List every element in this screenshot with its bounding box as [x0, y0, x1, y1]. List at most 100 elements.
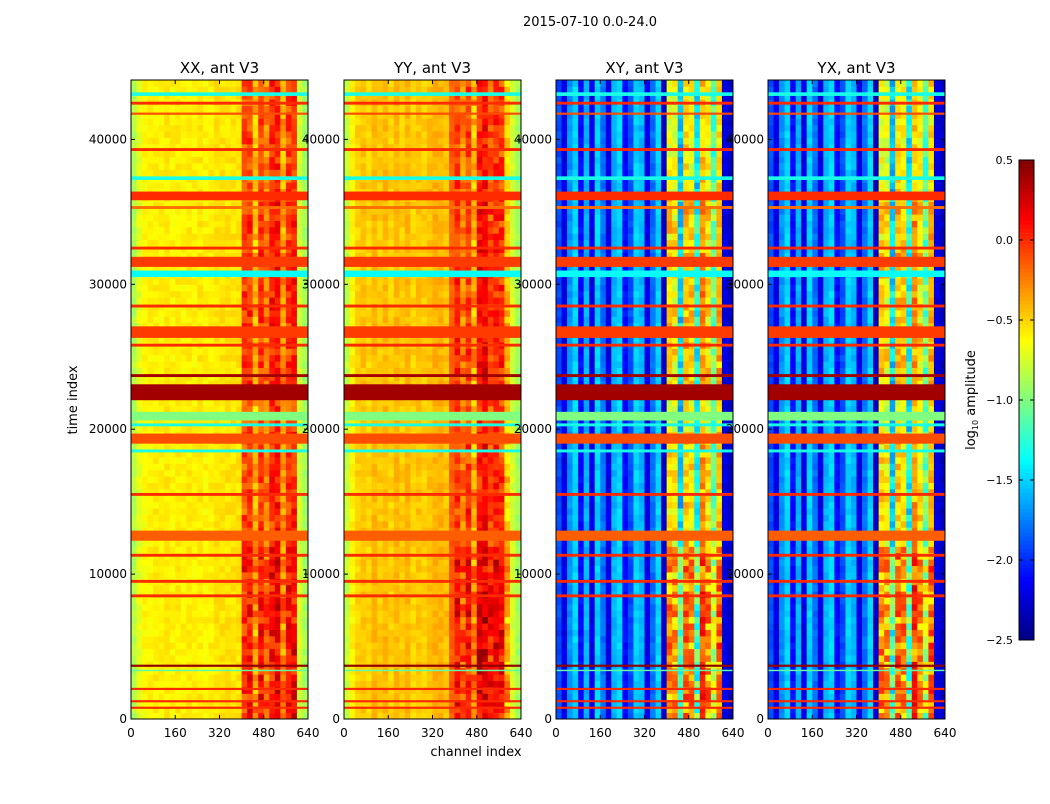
heatmap-cell [394, 636, 400, 643]
heatmap-cell [455, 681, 461, 688]
heatmap-cell [247, 585, 253, 592]
heatmap-cell [220, 681, 226, 688]
heatmap-cell [350, 630, 356, 637]
heatmap-cell [399, 559, 405, 566]
heatmap-cell [208, 649, 214, 656]
heatmap-cell [186, 125, 192, 132]
heatmap-cell [153, 630, 159, 637]
heatmap-cell [460, 483, 466, 490]
heatmap-cell [286, 681, 292, 688]
heatmap-cell [258, 227, 264, 234]
heatmap-cell [192, 649, 198, 656]
heatmap-cell [148, 221, 154, 228]
heatmap-cell [297, 355, 303, 362]
heatmap-cell [297, 636, 303, 643]
heatmap-cell [170, 508, 176, 515]
heatmap-cell [253, 150, 259, 157]
heatmap-cell [137, 316, 143, 323]
heatmap-cell [449, 668, 455, 675]
heatmap-cell [280, 559, 286, 566]
heatmap-cell [203, 681, 209, 688]
heatmap-cell [344, 559, 350, 566]
heatmap-cell [170, 233, 176, 240]
heatmap-cell [175, 233, 181, 240]
heatmap-cell [214, 604, 220, 611]
heatmap-cell [181, 182, 187, 189]
heatmap-cell [142, 470, 148, 477]
heatmap-cell [159, 457, 165, 464]
heatmap-cell [482, 521, 488, 528]
heatmap-cell [405, 463, 411, 470]
heatmap-cell [192, 610, 198, 617]
heatmap-cell [449, 457, 455, 464]
heatmap-cell [197, 476, 203, 483]
heatmap-cell [203, 540, 209, 547]
heatmap-cell [410, 515, 416, 522]
heatmap-cell [231, 125, 237, 132]
heatmap-cell [280, 476, 286, 483]
heatmap-cell [253, 240, 259, 247]
heatmap-cell [361, 521, 367, 528]
heatmap-cell [286, 169, 292, 176]
heatmap-cell [297, 169, 303, 176]
heatmap-cell [137, 470, 143, 477]
heatmap-cell [170, 483, 176, 490]
heatmap-cell [504, 713, 510, 720]
heatmap-cell [175, 150, 181, 157]
heatmap-cell [253, 169, 259, 176]
heatmap-cell [142, 297, 148, 304]
heatmap-cell [214, 316, 220, 323]
heatmap-cell [493, 457, 499, 464]
heatmap-cell [372, 559, 378, 566]
heatmap-cell [449, 470, 455, 477]
heatmap-cell [377, 470, 383, 477]
heatmap-cell [142, 495, 148, 502]
heatmap-cell [275, 604, 281, 611]
heatmap-cell [269, 361, 275, 368]
heatmap-cell [372, 598, 378, 605]
heatmap-cell [493, 636, 499, 643]
heatmap-cell [421, 508, 427, 515]
heatmap-cell [416, 483, 422, 490]
heatmap-cell [220, 131, 226, 138]
heatmap-cell [208, 713, 214, 720]
heatmap-cell [236, 610, 242, 617]
heatmap-cell [208, 233, 214, 240]
heatmap-cell [159, 668, 165, 675]
heatmap-cell [131, 457, 137, 464]
heatmap-cell [504, 598, 510, 605]
heatmap-cell [236, 546, 242, 553]
heatmap-cell [142, 559, 148, 566]
heatmap-cell [236, 572, 242, 579]
heatmap-cell [148, 406, 154, 413]
heatmap-cell [488, 693, 494, 700]
heatmap-cell [214, 674, 220, 681]
heatmap-cell [372, 515, 378, 522]
heatmap-cell [504, 668, 510, 675]
heatmap-cell [258, 617, 264, 624]
heatmap-cell [186, 291, 192, 298]
heatmap-cell [405, 623, 411, 630]
heatmap-cell [159, 674, 165, 681]
time-stripe [131, 688, 308, 690]
heatmap-cell [291, 348, 297, 355]
heatmap-cell [355, 655, 361, 662]
heatmap-cell [203, 310, 209, 317]
heatmap-cell [291, 316, 297, 323]
heatmap-cell [197, 546, 203, 553]
heatmap-cell [192, 348, 198, 355]
heatmap-cell [142, 214, 148, 221]
heatmap-cell [192, 463, 198, 470]
heatmap-cell [388, 521, 394, 528]
heatmap-cell [181, 355, 187, 362]
heatmap-cell [148, 291, 154, 298]
heatmap-cell [247, 355, 253, 362]
heatmap-cell [477, 483, 483, 490]
heatmap-cell [269, 150, 275, 157]
heatmap-cell [153, 233, 159, 240]
heatmap-cell [236, 316, 242, 323]
heatmap-cell [416, 655, 422, 662]
heatmap-cell [355, 508, 361, 515]
heatmap-cell [291, 630, 297, 637]
heatmap-cell [275, 240, 281, 247]
